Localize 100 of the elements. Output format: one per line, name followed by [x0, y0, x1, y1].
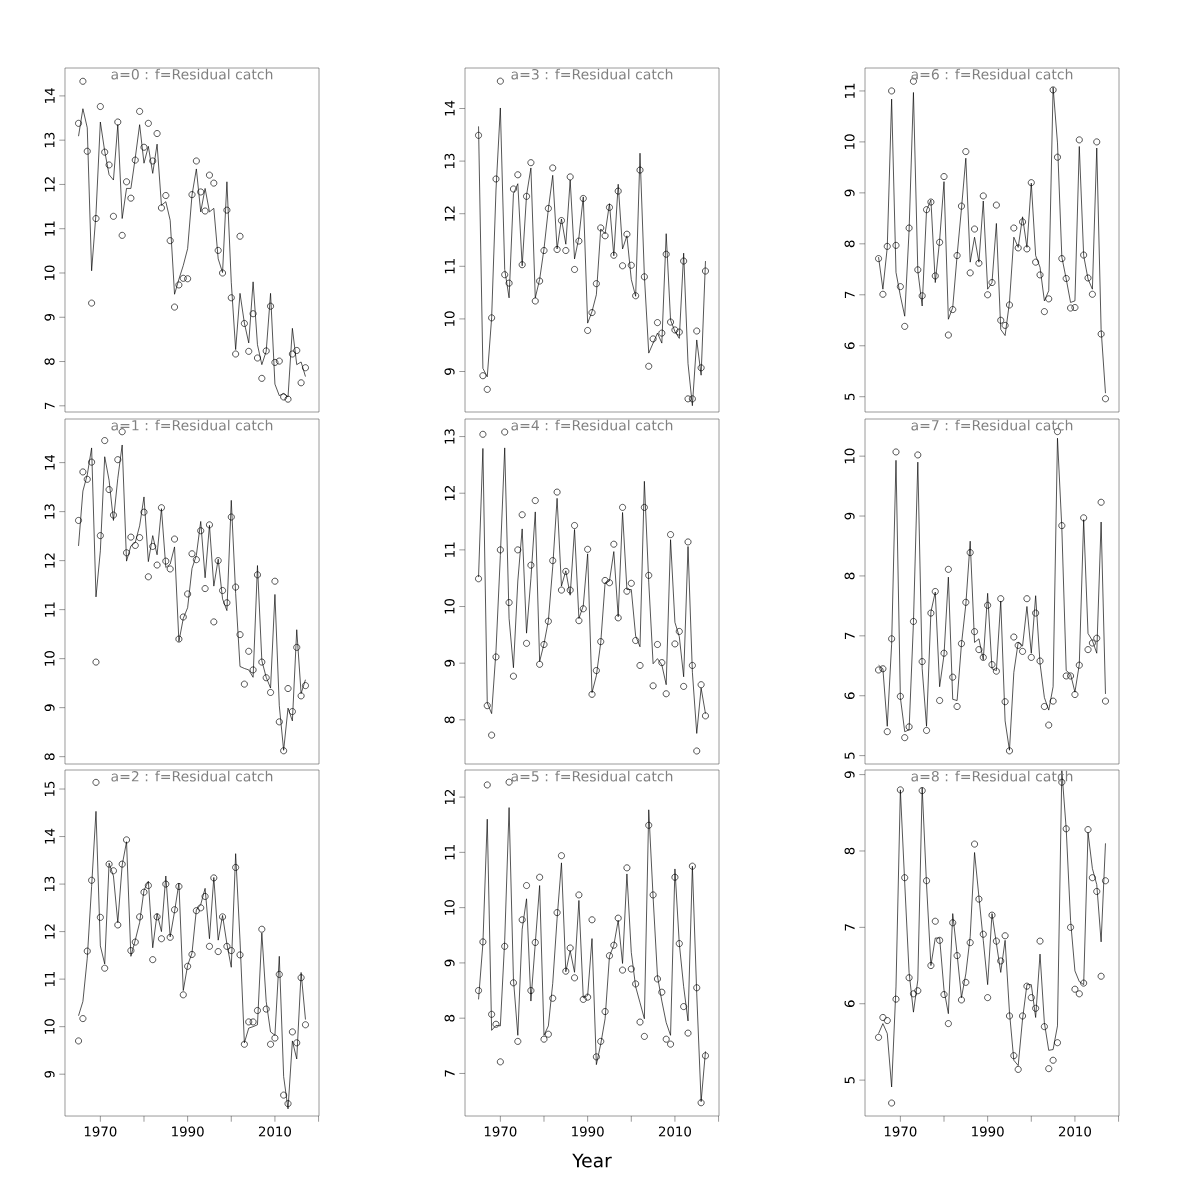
- y-tick-label: 11: [444, 259, 455, 274]
- y-tick-label: 10: [444, 598, 455, 614]
- point: [302, 682, 309, 689]
- point: [558, 852, 565, 860]
- point: [1014, 642, 1022, 649]
- y-tick-label: 9: [444, 959, 455, 967]
- point: [923, 206, 930, 214]
- point: [931, 588, 939, 595]
- point: [1067, 304, 1074, 312]
- chart-title: a=7 : f=Residual catch: [911, 419, 1073, 431]
- point: [684, 538, 692, 546]
- point: [680, 1003, 688, 1010]
- point: [136, 107, 144, 115]
- point: [896, 692, 904, 700]
- point: [284, 1100, 292, 1108]
- point: [901, 874, 909, 882]
- point: [214, 247, 222, 254]
- point: [254, 1007, 261, 1014]
- point: [475, 575, 482, 583]
- point: [1040, 308, 1048, 316]
- x-tick-label: 2010: [258, 1126, 292, 1137]
- point: [1001, 932, 1009, 940]
- point: [1102, 697, 1109, 705]
- point: [232, 864, 240, 871]
- point: [488, 1010, 496, 1018]
- point: [219, 587, 226, 594]
- point: [1049, 86, 1057, 94]
- point: [923, 727, 930, 734]
- point: [297, 692, 305, 700]
- point: [258, 374, 266, 382]
- point: [940, 991, 948, 998]
- point: [562, 967, 570, 975]
- point: [240, 680, 248, 688]
- chart-title: a=6 : f=Residual catch: [911, 68, 1073, 80]
- point: [162, 192, 170, 199]
- point: [658, 988, 666, 996]
- point: [131, 938, 139, 946]
- point: [988, 911, 996, 919]
- point: [201, 893, 209, 900]
- point: [684, 1029, 692, 1037]
- line-series: [478, 807, 706, 1102]
- point: [158, 204, 165, 212]
- point: [584, 327, 592, 334]
- point: [179, 613, 187, 621]
- point: [536, 873, 544, 881]
- point: [953, 703, 961, 710]
- x-tick-label: 1970: [884, 1126, 917, 1137]
- point: [914, 451, 922, 459]
- y-tick-label: 12: [444, 206, 455, 221]
- point: [606, 952, 613, 960]
- point: [702, 712, 709, 720]
- point: [606, 203, 613, 211]
- y-tick-label: 13: [44, 876, 55, 892]
- point: [1084, 826, 1092, 833]
- point: [988, 279, 996, 286]
- point: [901, 322, 909, 330]
- point: [1093, 634, 1101, 642]
- y-tick-label: 11: [444, 542, 455, 557]
- point: [518, 916, 526, 924]
- point: [927, 962, 935, 969]
- point: [702, 1052, 709, 1060]
- point: [1001, 698, 1009, 706]
- x-tick-label: 2010: [1058, 1126, 1092, 1137]
- point: [496, 1058, 504, 1066]
- point: [531, 497, 539, 504]
- point: [927, 198, 935, 206]
- point: [496, 546, 504, 554]
- point: [171, 535, 178, 543]
- line-series: [878, 437, 1106, 751]
- point: [488, 314, 496, 322]
- point: [879, 1014, 887, 1021]
- point: [688, 662, 696, 669]
- point: [944, 331, 952, 339]
- point: [636, 166, 644, 174]
- point: [1019, 1012, 1026, 1020]
- point: [645, 571, 653, 579]
- y-tick-label: 13: [44, 132, 55, 148]
- x-tick-label: 1990: [572, 1126, 604, 1137]
- point: [662, 1035, 670, 1043]
- point: [610, 251, 618, 259]
- point: [1032, 609, 1040, 617]
- point: [697, 1099, 705, 1107]
- point: [979, 192, 987, 200]
- y-tick-label: 12: [44, 553, 55, 568]
- point: [297, 379, 305, 387]
- point: [267, 689, 274, 696]
- point: [1084, 646, 1092, 654]
- y-tick-label: 12: [444, 486, 455, 501]
- y-tick-label: 6: [844, 692, 855, 700]
- point: [905, 974, 913, 982]
- x-tick-label: 1970: [484, 1126, 517, 1137]
- point: [258, 658, 266, 666]
- point: [123, 549, 130, 557]
- point: [680, 257, 688, 265]
- point: [914, 987, 922, 995]
- point: [518, 261, 526, 269]
- point: [149, 956, 157, 964]
- y-tick-label: 11: [44, 221, 55, 236]
- point: [671, 326, 679, 334]
- point: [293, 347, 301, 354]
